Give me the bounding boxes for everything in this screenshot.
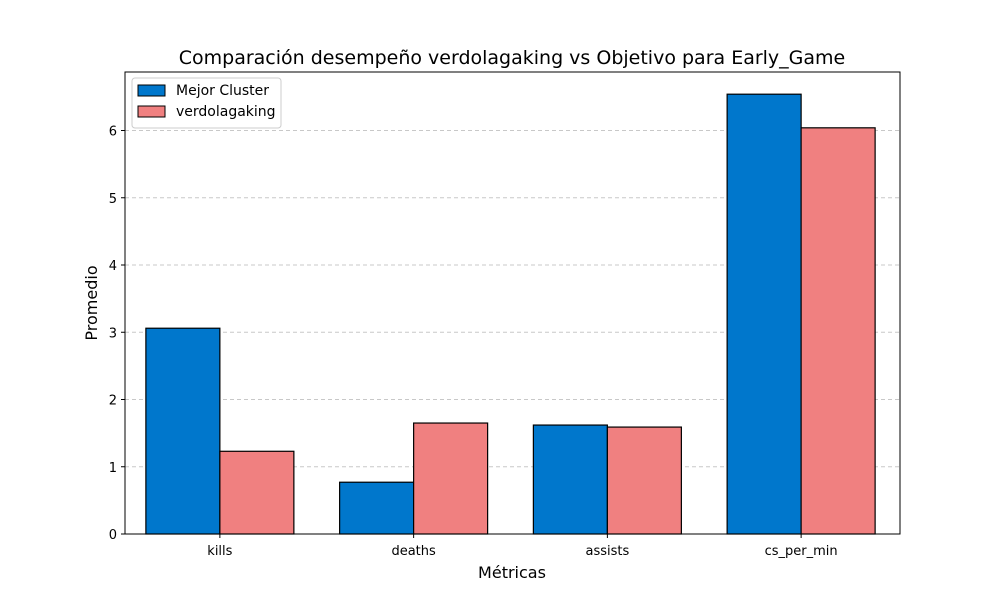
legend-box bbox=[131, 77, 282, 129]
y-tick-label: 4 bbox=[109, 259, 117, 274]
bar-mejor-cluster-deaths bbox=[339, 481, 415, 535]
y-axis: 0 1 2 3 4 5 6 bbox=[109, 125, 125, 543]
bar-mejor-cluster-kills bbox=[145, 327, 221, 535]
bar-verdolagaking-deaths bbox=[413, 422, 489, 535]
legend-swatch bbox=[137, 84, 166, 97]
chart-title: Comparación desempeño verdolagaking vs O… bbox=[179, 47, 845, 69]
bar-mejor-cluster-cs-per-min bbox=[726, 93, 802, 535]
bar-verdolagaking-assists bbox=[606, 426, 682, 535]
y-tick-label: 2 bbox=[109, 394, 117, 409]
bar-mejor-cluster-assists bbox=[532, 424, 608, 535]
y-tick-label: 6 bbox=[109, 125, 117, 140]
legend-label: Mejor Cluster bbox=[176, 83, 269, 99]
plot-frame bbox=[124, 71, 901, 535]
y-tick-label: 3 bbox=[109, 326, 117, 341]
legend-swatch bbox=[137, 105, 166, 118]
legend: Mejor Cluster verdolagaking bbox=[131, 77, 282, 129]
y-tick-label: 1 bbox=[109, 461, 117, 476]
x-tick-label: cs_per_min bbox=[765, 544, 838, 559]
x-tick-label: assists bbox=[585, 544, 629, 559]
bars bbox=[145, 93, 876, 535]
legend-label: verdolagaking bbox=[176, 104, 276, 120]
x-axis-label: Métricas bbox=[478, 563, 546, 582]
y-axis-label: Promedio bbox=[82, 265, 101, 340]
y-tick-label: 0 bbox=[109, 528, 117, 543]
bar-verdolagaking-cs-per-min bbox=[800, 127, 876, 535]
y-tick-label: 5 bbox=[109, 192, 117, 207]
x-tick-label: deaths bbox=[391, 544, 436, 559]
x-tick-label: kills bbox=[207, 544, 232, 559]
bar-verdolagaking-kills bbox=[219, 450, 295, 535]
x-axis: kills deaths assists cs_per_min bbox=[207, 534, 838, 559]
